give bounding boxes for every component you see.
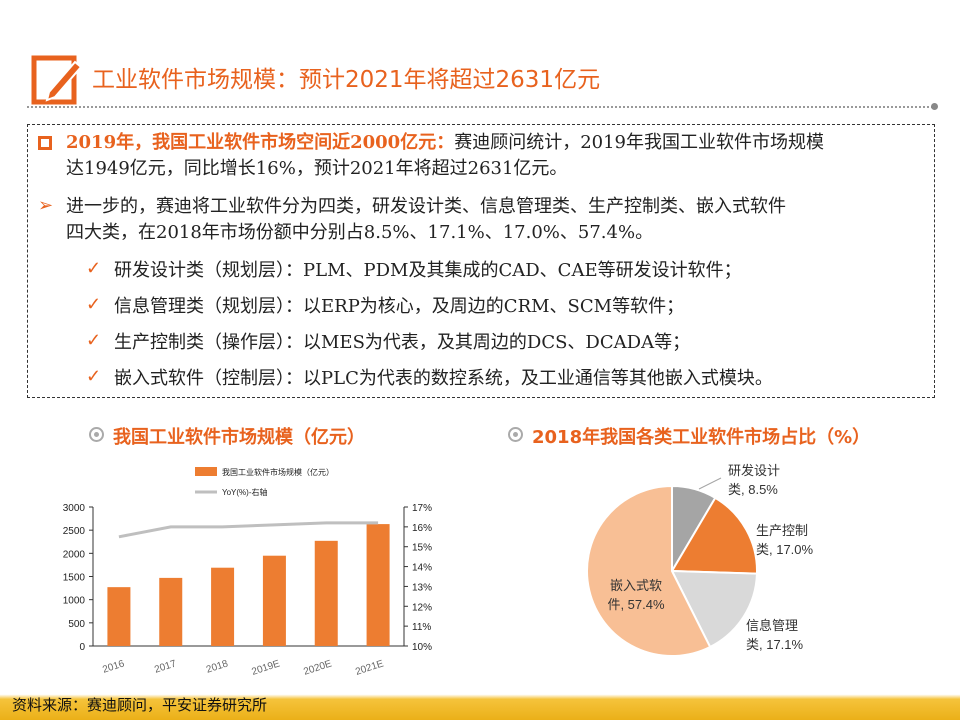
y2-tick-label: 15% xyxy=(412,543,432,554)
y-tick-label: 500 xyxy=(68,619,85,630)
paragraph-2-line-2: 四大类，在2018年市场份额中分别占8.5%、17.1%、17.0%、57.4%… xyxy=(66,222,654,243)
bar-2021E xyxy=(366,524,390,646)
y2-tick-label: 10% xyxy=(412,642,432,653)
y2-tick-label: 11% xyxy=(412,622,431,633)
pie-label: 类, 17.1% xyxy=(746,637,804,652)
yoy-line xyxy=(118,521,379,539)
y-tick-label: 2500 xyxy=(63,526,86,537)
pie-label: 类, 17.0% xyxy=(756,542,814,557)
pie-label: 生产控制 xyxy=(756,523,808,538)
y2-tick-label: 14% xyxy=(412,563,432,574)
legend-bar-label: 我国工业软件市场规模（亿元） xyxy=(222,467,334,477)
y-tick-label: 0 xyxy=(79,642,85,653)
x-tick-label: 2016 xyxy=(101,658,126,675)
y2-tick-label: 17% xyxy=(412,503,432,514)
check-item: 研发设计类（规划层）：PLM、PDM及其集成的CAD、CAE等研发设计软件； xyxy=(114,260,742,281)
pencil-edit-icon xyxy=(31,55,83,105)
bar-2020E xyxy=(314,540,338,646)
arrow-bullet-icon: ➢ xyxy=(38,195,54,216)
pie-chart-title: 2018年我国各类工业软件市场占比（%） xyxy=(532,427,871,448)
x-tick-label: 2018 xyxy=(205,658,230,675)
y2-tick-label: 12% xyxy=(412,602,432,613)
title-divider xyxy=(27,106,933,108)
paragraph-2-line-1: 进一步的，赛迪将工业软件分为四类，研发设计类、信息管理类、生产控制类、嵌入式软件 xyxy=(66,196,786,217)
y-tick-label: 3000 xyxy=(63,503,86,514)
highlight-text: 2019年，我国工业软件市场空间近2000亿元： xyxy=(66,132,455,153)
paragraph-1-line-2: 达1949亿元，同比增长16%，预计2021年将超过2631亿元。 xyxy=(66,158,568,179)
circle-bullet-icon xyxy=(508,427,523,442)
circle-bullet-icon xyxy=(89,427,104,442)
bar-2019E xyxy=(262,555,286,646)
check-icon: ✓ xyxy=(86,366,102,387)
check-item: 嵌入式软件（控制层）：以PLC为代表的数控系统，及工业通信等其他嵌入式模块。 xyxy=(114,368,773,389)
body-text: 赛迪顾问统计，2019年我国工业软件市场规模 xyxy=(454,132,825,153)
page-title: 工业软件市场规模：预计2021年将超过2631亿元 xyxy=(92,67,601,93)
y-tick-label: 1000 xyxy=(63,596,86,607)
pie-slice-2 xyxy=(670,569,758,649)
x-tick-label: 2020E xyxy=(302,658,333,677)
pie-label: 类, 8.5% xyxy=(728,482,778,497)
x-tick-label: 2019E xyxy=(250,658,281,677)
y-tick-label: 1500 xyxy=(63,573,86,584)
bar-2018 xyxy=(211,567,235,646)
source-note: 资料来源：赛迪顾问，平安证券研究所 xyxy=(12,696,268,714)
y2-tick-label: 16% xyxy=(412,523,432,534)
x-tick-label: 2017 xyxy=(153,658,178,675)
y2-tick-label: 13% xyxy=(412,582,432,593)
bar-chart-title: 我国工业软件市场规模（亿元） xyxy=(113,427,365,448)
market-share-pie: 研发设计类, 8.5% 生产控制类, 17.0% 信息管理类, 17.1% 嵌入式软件… xyxy=(586,463,814,657)
check-item: 生产控制类（操作层）：以MES为代表，及其周边的DCS、DCADA等； xyxy=(114,332,691,353)
pie-label: 信息管理 xyxy=(746,618,798,633)
summary-box: 2019年，我国工业软件市场空间近2000亿元：赛迪顾问统计，2019年我国工业… xyxy=(27,124,935,398)
check-item: 信息管理类（规划层）：以ERP为核心，及周边的CRM、SCM等软件； xyxy=(114,296,685,317)
footer-band xyxy=(0,688,960,720)
check-icon: ✓ xyxy=(86,294,102,315)
divider-dot xyxy=(931,103,938,110)
check-icon: ✓ xyxy=(86,258,102,279)
legend-line-label: YoY(%)-右轴 xyxy=(222,487,268,497)
x-tick-label: 2021E xyxy=(354,658,385,677)
pie-slice-3 xyxy=(586,484,712,657)
bar-2016 xyxy=(107,587,131,646)
market-size-chart: 我国工业软件市场规模（亿元） YoY(%)-右轴 0 500 1000 1500 2000 2… xyxy=(63,467,432,678)
pie-label: 嵌入式软 xyxy=(610,578,662,593)
pie-leader-line xyxy=(698,477,722,490)
y-tick-label: 2000 xyxy=(63,549,86,560)
paragraph-1-line-1: 2019年，我国工业软件市场空间近2000亿元：赛迪顾问统计，2019年我国工业… xyxy=(66,130,824,156)
pie-label: 件, 57.4% xyxy=(607,597,665,612)
square-bullet-icon xyxy=(38,136,52,150)
pie-slice-1 xyxy=(670,496,758,575)
pie-label: 研发设计 xyxy=(728,463,780,478)
bar-2017 xyxy=(159,577,183,646)
legend-bar-swatch xyxy=(195,467,217,476)
check-icon: ✓ xyxy=(86,330,102,351)
